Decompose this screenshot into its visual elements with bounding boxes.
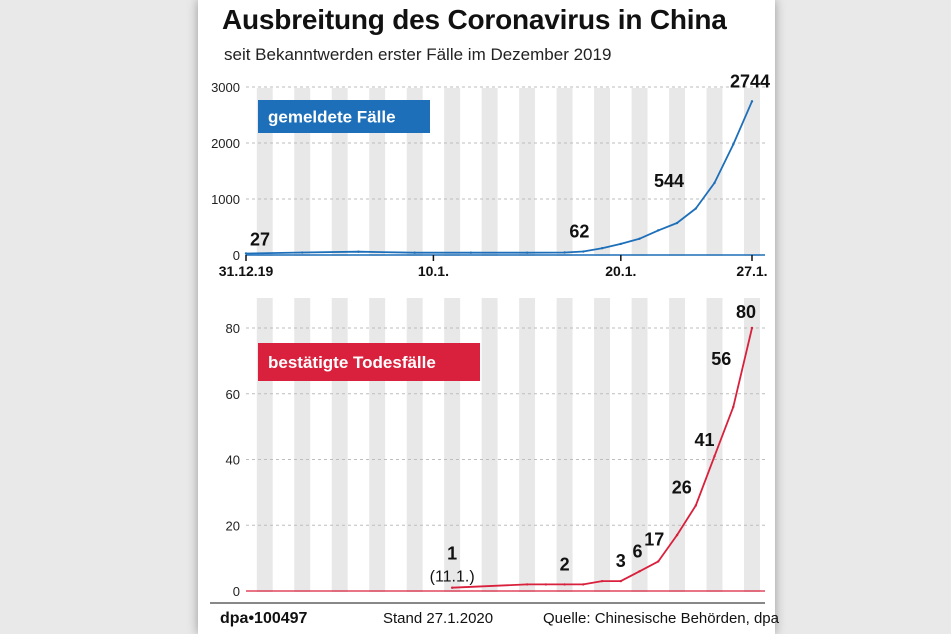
series-label-box (258, 100, 430, 133)
gridline-stripe (444, 88, 461, 256)
data-label: 2 (560, 554, 570, 574)
gridline-stripe (744, 298, 760, 592)
data-point (657, 560, 660, 563)
data-point (619, 579, 623, 583)
data-point (469, 251, 473, 254)
data-label: 3 (616, 551, 626, 571)
data-point (582, 583, 585, 586)
gridline-stripe (294, 298, 311, 592)
data-label: 6 (633, 541, 643, 561)
gridline-stripe (744, 88, 760, 256)
data-point (600, 579, 604, 583)
data-point (563, 583, 566, 586)
y-tick-label: 60 (226, 387, 240, 402)
gridline-stripe (631, 88, 648, 256)
y-tick-label: 3000 (211, 80, 240, 95)
x-tick-label: 31.12.19 (219, 263, 274, 279)
data-point (600, 247, 604, 250)
data-label: 62 (569, 222, 589, 242)
background-left (0, 0, 198, 634)
data-point (619, 242, 623, 246)
footer-id: dpa•100497 (220, 610, 308, 627)
data-point (694, 504, 697, 507)
data-label: 80 (736, 302, 756, 322)
y-tick-label: 2000 (211, 136, 240, 151)
data-point (657, 229, 660, 232)
y-tick-label: 0 (233, 584, 240, 599)
data-point (525, 251, 529, 254)
data-point (544, 583, 548, 586)
gridline-stripe (369, 298, 386, 592)
y-tick-label: 0 (233, 248, 240, 263)
gridline-stripe (519, 88, 536, 256)
gridline-stripe (519, 298, 536, 592)
data-label: 544 (654, 171, 684, 191)
footer-stand: Stand 27.1.2020 (383, 610, 494, 627)
data-point (525, 583, 529, 586)
x-tick-label: 10.1. (418, 263, 449, 279)
gridline-stripe (706, 298, 723, 592)
data-point (750, 326, 754, 330)
data-point (732, 405, 735, 409)
background-right (775, 0, 951, 634)
data-label: 56 (711, 349, 731, 369)
data-point (675, 221, 679, 225)
page-title: Ausbreitung des Coronavirus in China (222, 4, 727, 35)
series-label-text: bestätigte Todesfälle (268, 353, 436, 372)
data-point (750, 100, 754, 103)
gridline-stripe (556, 298, 573, 592)
data-label: 2744 (730, 71, 770, 91)
y-tick-label: 20 (226, 518, 240, 533)
gridline-stripe (331, 298, 348, 592)
data-point (675, 533, 679, 537)
gridline-stripe (556, 88, 573, 256)
data-label-note: (11.1.) (430, 569, 475, 586)
gridline-stripe (481, 88, 498, 256)
y-tick-label: 80 (226, 321, 240, 336)
gridline-stripe (706, 88, 723, 256)
data-label: 26 (672, 478, 692, 498)
series-line (452, 327, 753, 589)
data-point (732, 143, 735, 146)
data-point (413, 251, 416, 254)
data-point (713, 181, 716, 185)
data-point (563, 251, 566, 254)
gridline-stripe (631, 298, 648, 592)
x-tick-label: 27.1. (736, 263, 767, 279)
y-tick-label: 40 (226, 453, 240, 468)
gridline-stripe (594, 298, 611, 592)
data-label: 1 (447, 544, 457, 564)
gridline-stripe (594, 88, 611, 256)
data-point (638, 237, 641, 240)
series-label-box (258, 343, 480, 381)
gridline-stripe (669, 298, 686, 592)
x-tick-label: 20.1. (605, 263, 636, 279)
data-point (301, 251, 304, 254)
data-label: 17 (644, 529, 664, 549)
data-label: 41 (695, 430, 715, 450)
data-point (450, 586, 454, 589)
data-point (694, 207, 697, 210)
data-point (244, 252, 248, 255)
gridline-stripe (481, 298, 498, 592)
data-point (713, 455, 716, 458)
y-tick-label: 1000 (211, 192, 240, 207)
data-point (582, 250, 585, 253)
gridline-stripe (256, 298, 273, 592)
gridline-stripe (406, 298, 423, 592)
series-label-text: gemeldete Fälle (268, 108, 396, 127)
data-point (357, 250, 360, 253)
footer-source: Quelle: Chinesische Behörden, dpa (543, 610, 779, 627)
data-label: 27 (250, 229, 270, 249)
page-subtitle: seit Bekanntwerden erster Fälle im Dezem… (224, 45, 612, 64)
data-point (638, 570, 641, 573)
gridline-stripe (669, 88, 686, 256)
